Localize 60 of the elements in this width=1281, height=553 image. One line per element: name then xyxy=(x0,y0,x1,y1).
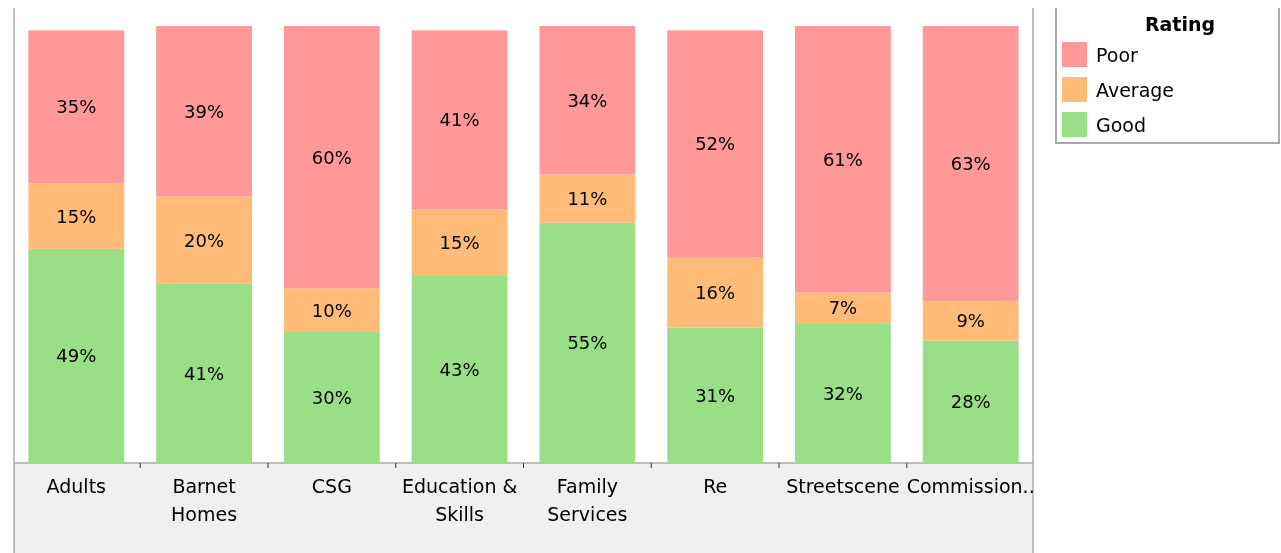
data-label: 39% xyxy=(184,100,225,122)
bar xyxy=(795,323,891,463)
data-label: 49% xyxy=(56,345,97,367)
bar xyxy=(28,183,125,249)
x-tick-label: CSG xyxy=(311,475,352,497)
data-label: 52% xyxy=(695,133,736,155)
legend-label: Good xyxy=(1096,114,1147,136)
bar xyxy=(667,327,764,463)
bar xyxy=(283,26,380,289)
legend-title: Rating xyxy=(1144,13,1216,35)
bar xyxy=(922,301,1019,341)
data-label: 16% xyxy=(695,282,736,304)
bar xyxy=(283,331,380,463)
data-label: 41% xyxy=(439,109,480,131)
x-tick-label: Barnet Homes xyxy=(171,475,238,525)
data-label: 7% xyxy=(828,297,858,319)
bar xyxy=(667,257,764,328)
legend-label: Average xyxy=(1096,79,1175,101)
data-label: 32% xyxy=(822,382,863,404)
bar xyxy=(156,26,252,197)
data-label: 15% xyxy=(439,231,480,253)
data-label: 35% xyxy=(56,96,97,118)
legend-label: Poor xyxy=(1096,44,1139,66)
bar xyxy=(795,292,891,324)
data-label: 60% xyxy=(311,146,352,168)
bar xyxy=(922,340,1019,463)
bar xyxy=(539,174,636,223)
data-label: 63% xyxy=(950,153,991,175)
data-label: 34% xyxy=(567,89,608,111)
x-tick-label: Education & Skills xyxy=(401,475,518,525)
data-label: 55% xyxy=(567,332,608,354)
bar xyxy=(922,26,1019,302)
bar xyxy=(156,196,252,284)
bar xyxy=(283,288,380,332)
data-label: 30% xyxy=(311,386,352,408)
x-tick-label: Streetscene xyxy=(786,475,900,497)
bar xyxy=(411,30,508,210)
data-label: 31% xyxy=(695,384,736,406)
data-label: 43% xyxy=(439,358,480,380)
data-label: 11% xyxy=(567,188,608,210)
x-tick-label: Re xyxy=(703,475,728,497)
data-label: 28% xyxy=(950,391,991,413)
data-label: 9% xyxy=(956,310,985,332)
bar xyxy=(539,26,636,175)
data-label: 20% xyxy=(184,229,225,251)
data-label: 10% xyxy=(311,299,352,321)
x-tick-label: Adults xyxy=(46,475,107,497)
data-label: 61% xyxy=(822,148,863,170)
data-label: 15% xyxy=(56,205,97,227)
bar xyxy=(28,248,125,463)
bar xyxy=(795,26,891,293)
bar xyxy=(28,30,125,184)
bar xyxy=(411,209,508,276)
bar xyxy=(539,222,636,463)
data-label: 41% xyxy=(184,362,225,384)
x-tick-label: Commission.. xyxy=(906,475,1035,497)
bar xyxy=(411,275,508,463)
bar xyxy=(156,283,252,463)
bar xyxy=(667,30,764,258)
x-tick-label: Family Services xyxy=(547,475,628,525)
